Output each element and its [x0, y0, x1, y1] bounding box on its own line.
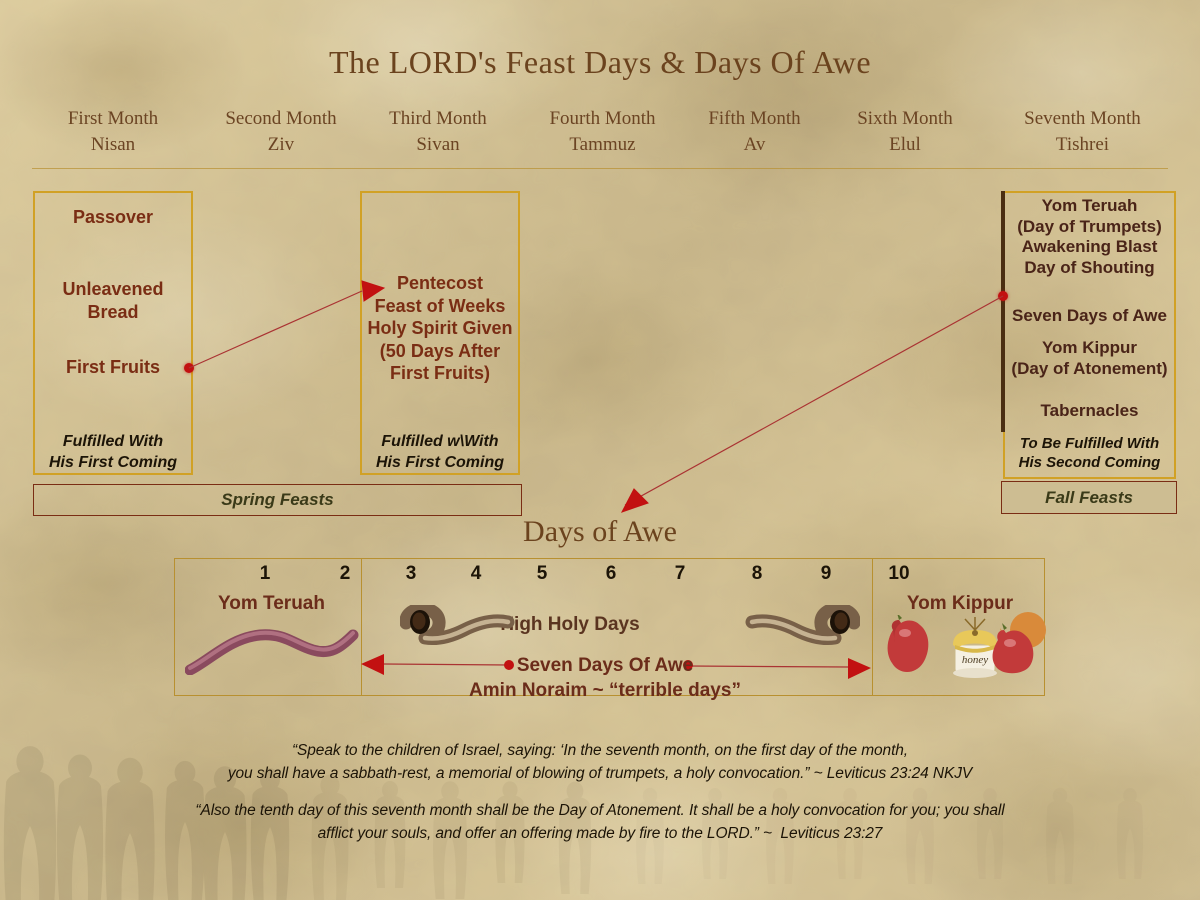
svg-text:honey: honey — [962, 654, 988, 666]
